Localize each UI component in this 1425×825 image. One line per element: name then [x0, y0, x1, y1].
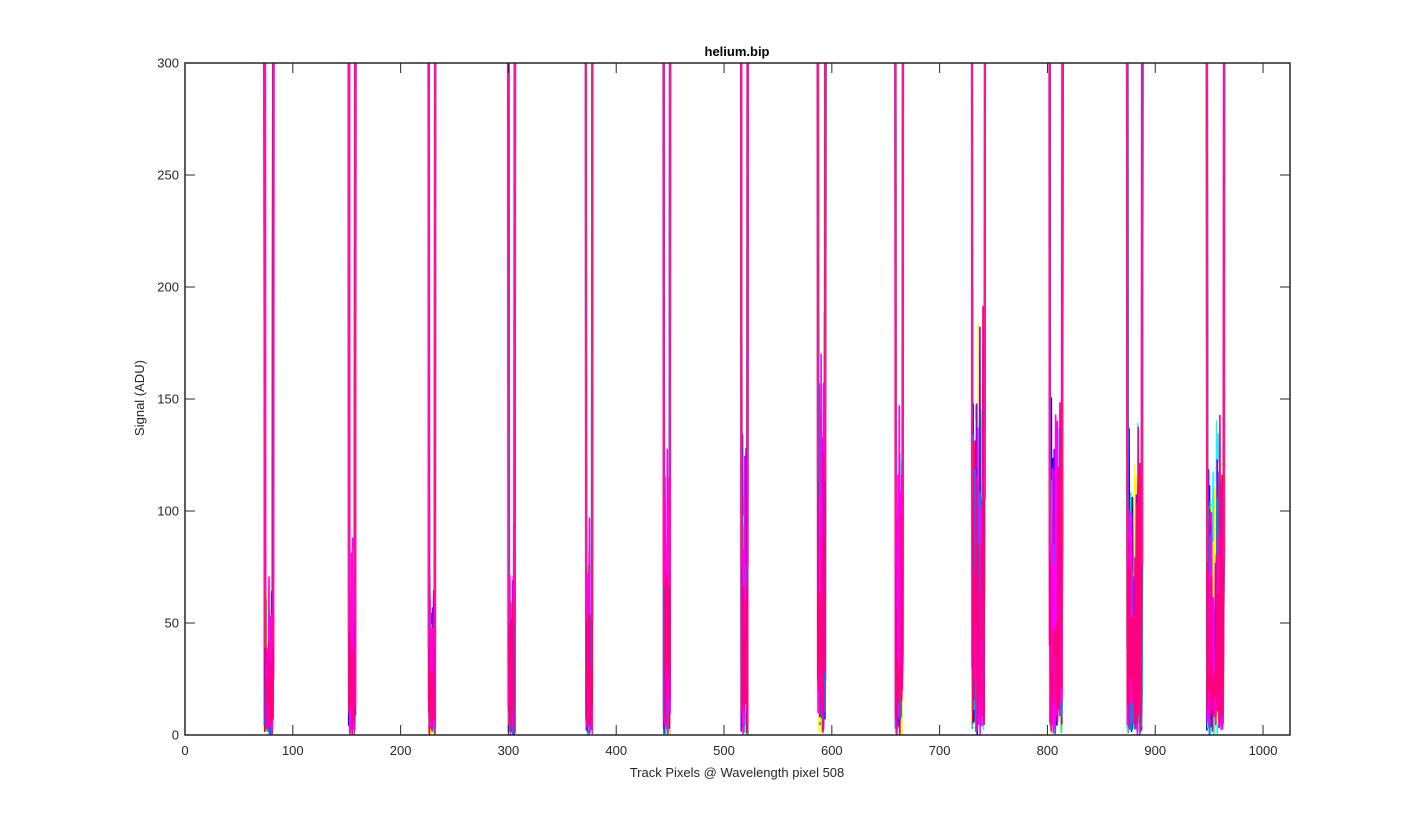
- fiber-trace-group: [970, 63, 987, 735]
- fiber-trace-group: [739, 63, 750, 735]
- y-tick-label: 150: [157, 392, 179, 407]
- trace-line: [1048, 63, 1064, 732]
- plot-area: 0 100 200 300 400 500 600 700 800 900 1000 0 50 100 1…: [157, 56, 1291, 758]
- fiber-trace-group: [1125, 63, 1144, 735]
- trace-line: [816, 63, 827, 732]
- trace-line: [427, 63, 436, 732]
- y-tick-label: 0: [172, 728, 179, 743]
- trace-line: [740, 63, 749, 729]
- y-tick-label: 250: [157, 168, 179, 183]
- x-tick-label: 900: [1144, 743, 1166, 758]
- x-ticks: 0 100 200 300 400 500 600 700 800 900 1000: [181, 63, 1278, 758]
- x-tick-label: 300: [498, 743, 520, 758]
- trace-line: [662, 63, 672, 725]
- trace-line: [971, 63, 987, 731]
- fiber-trace-group: [506, 63, 517, 735]
- y-axis-label: Signal (ADU): [132, 360, 147, 436]
- fiber-trace-group: [1205, 63, 1226, 735]
- trace-line: [347, 63, 356, 735]
- fiber-trace-group: [1048, 63, 1065, 735]
- x-tick-label: 700: [929, 743, 951, 758]
- fiber-trace-group: [584, 63, 595, 735]
- axes-background: [185, 63, 1290, 735]
- y-tick-label: 300: [157, 56, 179, 71]
- x-tick-label: 600: [821, 743, 843, 758]
- x-tick-label: 200: [390, 743, 412, 758]
- y-tick-label: 50: [165, 616, 179, 631]
- x-axis-label: Track Pixels @ Wavelength pixel 508: [630, 765, 845, 780]
- fiber-trace-group: [816, 63, 827, 735]
- trace-line: [894, 63, 904, 732]
- trace-line: [263, 63, 275, 730]
- y-tick-label: 200: [157, 280, 179, 295]
- trace-line: [1125, 63, 1144, 733]
- fiber-trace-group: [893, 63, 905, 735]
- x-tick-label: 800: [1037, 743, 1059, 758]
- fiber-trace-group: [347, 63, 357, 735]
- trace-line: [506, 63, 516, 733]
- x-tick-label: 400: [605, 743, 627, 758]
- x-tick-label: 100: [282, 743, 304, 758]
- x-tick-label: 0: [181, 743, 188, 758]
- fiber-trace-group: [263, 63, 276, 735]
- y-ticks: 0 50 100 150 200 250 300: [157, 56, 1290, 743]
- x-tick-label: 500: [713, 743, 735, 758]
- fiber-trace-group: [427, 63, 437, 735]
- chart-title: helium.bip: [705, 44, 770, 59]
- x-tick-label: 1000: [1249, 743, 1278, 758]
- trace-line: [1205, 63, 1225, 727]
- y-tick-label: 100: [157, 504, 179, 519]
- fiber-trace-group: [662, 63, 672, 735]
- fiber-traces: [263, 63, 1226, 735]
- trace-line: [585, 63, 594, 729]
